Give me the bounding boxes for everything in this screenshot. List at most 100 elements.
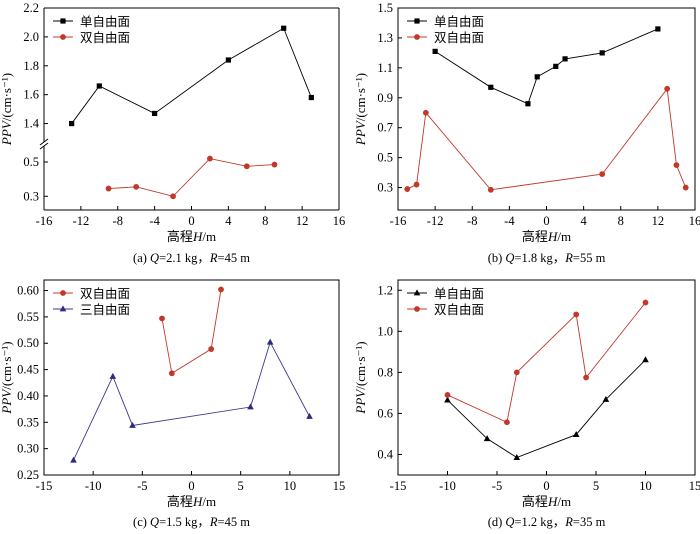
- data-point: [483, 435, 491, 442]
- x-tick-label: 16: [333, 214, 346, 228]
- series-单自由面: [69, 25, 314, 127]
- data-point: [109, 372, 117, 379]
- data-point: [225, 57, 231, 63]
- legend-label: 双自由面: [80, 30, 130, 45]
- data-point: [152, 110, 158, 117]
- y-tick-label: 1.0: [377, 324, 393, 338]
- series-单自由面: [444, 356, 649, 460]
- x-tick-label: -16: [390, 214, 407, 228]
- data-point: [642, 299, 649, 306]
- y-tick-label: 0.25: [17, 468, 39, 482]
- data-point: [271, 161, 278, 168]
- data-point: [69, 120, 75, 127]
- series-双自由面: [404, 85, 689, 193]
- x-tick-label: 16: [689, 214, 700, 228]
- y-tick-label: 1.8: [23, 59, 39, 73]
- data-point: [534, 74, 540, 80]
- y-tick-label: 0.35: [17, 415, 39, 429]
- legend-marker: [414, 18, 420, 24]
- y-axis-title: PPV/(cm·s⁻¹): [353, 341, 368, 414]
- y-tick-label: 1.1: [377, 61, 393, 75]
- chart-panel-2: -16 -12 -8 -4 0 4 8 12 16 0.3 0.5 0.7 0.9 1.1 1.3 1.5 高程…: [353, 1, 700, 265]
- y-tick-label: 0.40: [17, 389, 39, 403]
- y-tick-label: 0.3: [23, 189, 39, 203]
- x-tick-label: -4: [149, 214, 160, 228]
- legend-label: 单自由面: [434, 286, 484, 301]
- data-point: [599, 171, 606, 177]
- data-point: [573, 311, 580, 318]
- axis-break-mark: [39, 138, 49, 146]
- legend-label: 三自由面: [80, 302, 130, 317]
- data-point: [207, 155, 213, 162]
- x-tick-label: -15: [390, 479, 407, 493]
- series-line: [447, 302, 646, 423]
- y-tick-label: 0.5: [377, 151, 393, 165]
- data-point: [513, 369, 520, 376]
- data-point: [504, 419, 510, 426]
- x-tick-label: -5: [137, 479, 147, 493]
- x-tick-label: -10: [85, 479, 102, 493]
- series-line: [434, 28, 659, 105]
- chart-panel-4: -15 -10 -5 0 5 10 15 0.4 0.6 0.8 1.0 1.2 高程H/m PPV/(c…: [353, 279, 700, 529]
- data-point: [432, 48, 438, 54]
- data-point: [159, 315, 165, 322]
- x-tick-label: -12: [427, 214, 444, 228]
- x-tick-label: 0: [543, 479, 549, 493]
- series-line: [161, 289, 222, 375]
- x-tick-label: 5: [593, 479, 599, 493]
- chart-panel-3: -15 -10 -5 0 5 10 15 0.25 0.30 0.35 0.40 0.45 0.50 0.…: [0, 279, 346, 529]
- data-point: [105, 185, 112, 192]
- x-tick-label: 15: [689, 479, 700, 493]
- y-axis-title: PPV/(cm·s⁻¹): [353, 73, 368, 146]
- legend-marker: [414, 34, 420, 40]
- y-tick-label: 0.55: [17, 310, 39, 324]
- y-axis-title: PPV/(cm·s⁻¹): [0, 341, 14, 414]
- data-point: [281, 25, 287, 31]
- y-axis-title: PPV/(cm·s⁻¹): [0, 73, 14, 146]
- legend-marker: [60, 34, 66, 40]
- series-双自由面: [105, 155, 278, 200]
- data-point: [599, 50, 605, 56]
- series-line: [71, 27, 312, 124]
- panel-caption: (d) Q=1.2 kg，R=35 m: [488, 515, 606, 529]
- y-tick-label: 0.4: [377, 447, 393, 461]
- data-point: [306, 412, 313, 419]
- data-point: [404, 186, 411, 192]
- y-tick-label: 1.5: [377, 1, 393, 15]
- data-point: [422, 109, 429, 116]
- x-tick-label: 8: [618, 214, 624, 228]
- data-point: [413, 181, 420, 188]
- y-tick-label: 0.5: [23, 155, 39, 169]
- legend-label: 双自由面: [434, 30, 484, 45]
- data-point: [208, 346, 215, 352]
- x-tick-label: 0: [543, 214, 549, 228]
- series-line: [73, 341, 310, 461]
- y-tick-label: 0.7: [377, 121, 393, 135]
- y-tick-label: 2.0: [23, 30, 39, 44]
- x-tick-label: -4: [504, 214, 515, 228]
- x-tick-label: 15: [333, 479, 346, 493]
- x-tick-label: 12: [652, 214, 665, 228]
- data-point: [513, 453, 521, 460]
- legend-label: 双自由面: [434, 302, 484, 317]
- x-tick-label: -8: [113, 214, 123, 228]
- data-point: [525, 101, 531, 107]
- series-line: [447, 359, 646, 459]
- y-tick-label: 1.6: [23, 88, 39, 102]
- x-tick-label: -16: [36, 214, 53, 228]
- x-tick-label: -5: [492, 479, 502, 493]
- data-point: [655, 26, 661, 32]
- legend-marker: [60, 290, 66, 296]
- x-axis-title: 高程H/m: [522, 229, 571, 244]
- data-point: [553, 63, 559, 69]
- y-tick-label: 0.9: [377, 91, 393, 105]
- data-point: [218, 286, 224, 293]
- series-双自由面: [159, 286, 224, 377]
- axis-break-mark: [39, 142, 49, 150]
- x-tick-label: -8: [467, 214, 477, 228]
- x-tick-label: 12: [296, 214, 309, 228]
- data-point: [308, 94, 314, 101]
- data-point: [168, 370, 175, 377]
- x-tick-label: 5: [238, 479, 244, 493]
- y-tick-label: 0.3: [377, 181, 393, 195]
